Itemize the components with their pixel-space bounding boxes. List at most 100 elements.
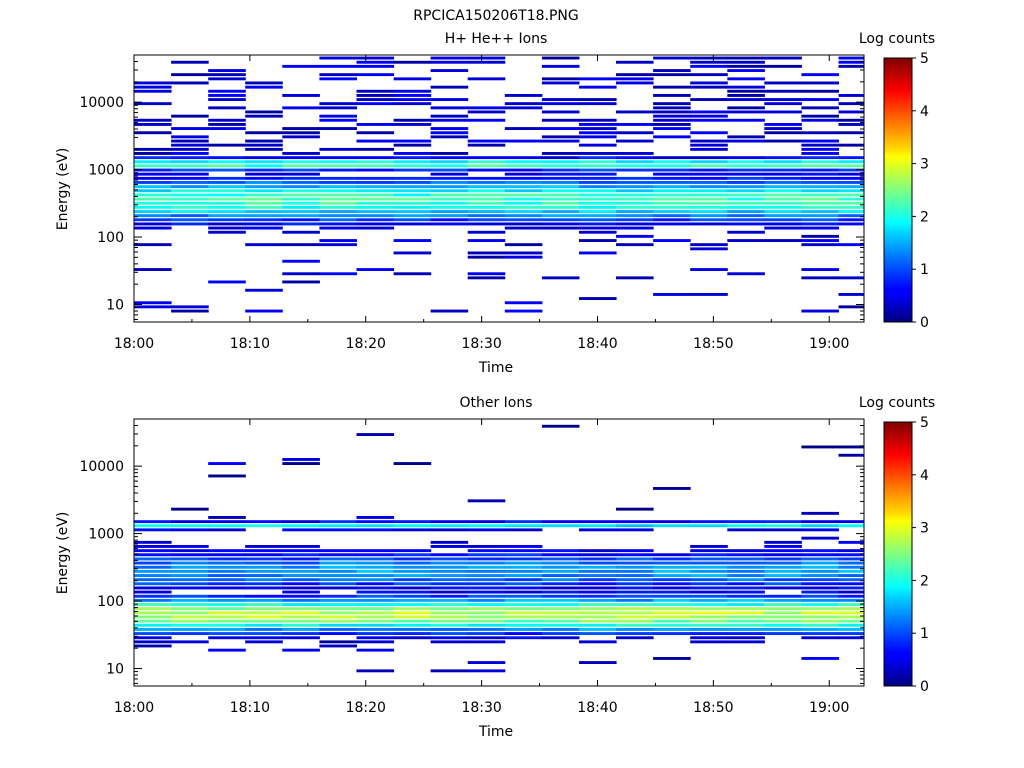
heatmap-cell <box>690 114 728 118</box>
heatmap-cell <box>393 176 432 180</box>
heatmap-cell <box>356 218 395 222</box>
heatmap-cell <box>764 89 802 93</box>
heatmap-cell <box>319 243 357 247</box>
heatmap-cell <box>430 623 469 627</box>
heatmap-cell <box>467 201 506 205</box>
heatmap-cell <box>171 81 209 85</box>
heatmap-cell <box>616 603 654 606</box>
heatmap-cell <box>282 598 320 602</box>
heatmap-cell <box>690 214 728 218</box>
heatmap-cell <box>393 118 432 122</box>
heatmap-cell <box>838 594 864 598</box>
heatmap-cell <box>727 239 765 242</box>
heatmap-cell <box>579 640 617 644</box>
heatmap-cell <box>801 569 839 573</box>
heatmap-cell <box>579 214 617 218</box>
heatmap-cell <box>393 520 432 524</box>
heatmap-cell <box>504 94 543 97</box>
heatmap-cell <box>690 110 728 114</box>
heatmap-cell <box>579 135 617 139</box>
heatmap-cell <box>356 222 395 226</box>
heatmap-cell <box>467 168 506 172</box>
heatmap-cell <box>319 611 357 615</box>
heatmap-cell <box>430 669 469 673</box>
heatmap-cell <box>541 181 580 184</box>
heatmap-cell <box>579 582 617 586</box>
heatmap-cell <box>356 168 395 172</box>
x-tick-label: 18:50 <box>693 336 733 352</box>
heatmap-cell <box>356 189 395 193</box>
heatmap-cell <box>690 181 728 184</box>
heatmap-cell <box>430 557 469 561</box>
heatmap-cell <box>430 540 469 544</box>
heatmap-cell <box>579 102 617 106</box>
heatmap-cell <box>764 226 802 230</box>
heatmap-cell <box>838 222 864 226</box>
heatmap-cell <box>616 594 654 598</box>
heatmap-cell <box>838 305 864 309</box>
heatmap-cell <box>838 628 864 631</box>
heatmap-cell <box>282 545 320 548</box>
heatmap-cell <box>467 272 506 276</box>
heatmap-cell <box>393 139 432 143</box>
heatmap-cell <box>616 123 654 126</box>
heatmap-cell <box>134 189 172 193</box>
heatmap-cell <box>579 632 617 635</box>
heatmap-cell <box>467 607 506 611</box>
heatmap-cell <box>727 574 765 577</box>
heatmap-cell <box>653 114 691 118</box>
heatmap-cell <box>838 118 864 122</box>
heatmap-cell <box>282 181 320 184</box>
heatmap-cell <box>727 118 765 122</box>
heatmap-cell <box>467 636 506 640</box>
heatmap-cell <box>171 594 209 598</box>
heatmap-cell <box>653 557 691 561</box>
heatmap-cell <box>134 201 172 205</box>
heatmap-cell <box>690 189 728 193</box>
colorbar-label: Log counts <box>859 31 935 47</box>
x-tick-label: 18:30 <box>461 336 501 352</box>
heatmap-cell <box>504 569 543 573</box>
heatmap-cell <box>208 516 246 519</box>
heatmap-cell <box>504 222 543 226</box>
heatmap-cell <box>282 565 320 569</box>
heatmap-cell <box>282 135 320 139</box>
heatmap-cell <box>430 590 469 594</box>
axes: 18:00 18:10 18:20 18:30 18:40 18:50 19:00 10 100… <box>79 54 864 352</box>
heatmap-cell <box>764 578 802 582</box>
heatmap-cell <box>467 661 506 664</box>
heatmap-cell <box>579 586 617 590</box>
heatmap-cell <box>245 114 283 118</box>
heatmap-cell <box>356 516 395 519</box>
heatmap-cell <box>134 164 172 168</box>
heatmap-cell <box>430 615 469 619</box>
heatmap-cell <box>653 102 691 106</box>
heatmap-cell <box>171 309 209 313</box>
heatmap-cell <box>319 644 357 648</box>
heatmap-cell <box>467 598 506 602</box>
heatmap-cell <box>579 156 617 160</box>
panel-h-he-ions: H+ He++ Ions 18:00 18:10 18:20 18:30 18:40 18… <box>55 31 935 376</box>
heatmap-cell <box>690 247 728 251</box>
heatmap-cell <box>579 218 617 222</box>
heatmap-cell <box>541 201 580 205</box>
heatmap-cell <box>653 565 691 569</box>
heatmap-cell <box>616 578 654 582</box>
heatmap-cell <box>690 545 728 548</box>
heatmap-cell <box>541 615 580 619</box>
heatmap-cell <box>171 524 209 528</box>
heatmap-cell <box>727 611 765 615</box>
heatmap-cell <box>245 214 283 218</box>
heatmap-cell <box>393 565 432 569</box>
heatmap-cell <box>764 160 802 164</box>
heatmap-cell <box>134 636 172 640</box>
heatmap-cell <box>282 648 320 652</box>
heatmap-cell <box>764 139 802 143</box>
heatmap-cell <box>319 272 357 276</box>
heatmap-cell <box>171 205 209 209</box>
heatmap-cell <box>134 301 172 305</box>
heatmap-cell <box>616 197 654 201</box>
heatmap-cell <box>801 607 839 611</box>
heatmap-cell <box>430 197 469 201</box>
heatmap-cell <box>171 156 209 160</box>
